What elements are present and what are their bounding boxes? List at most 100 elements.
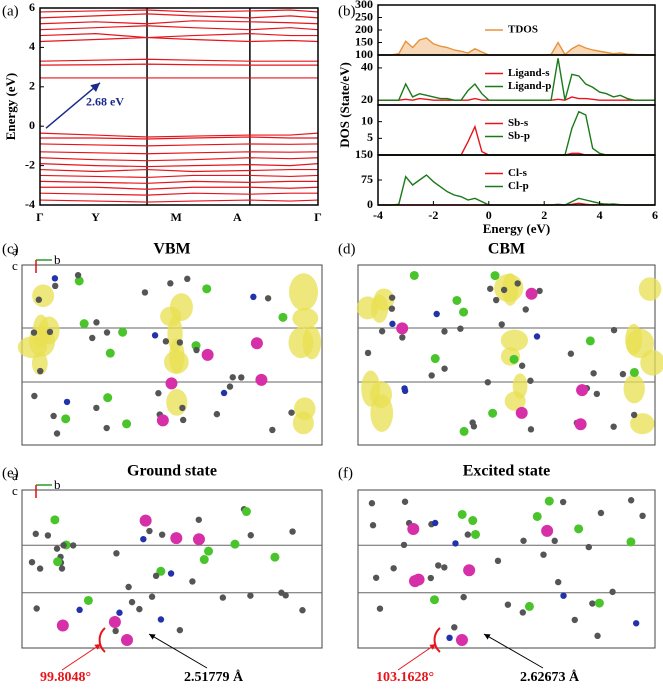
pointer [61, 643, 102, 671]
atom [364, 349, 372, 357]
atom [522, 306, 529, 313]
isosurface [294, 397, 316, 421]
legend-label: Ligand-s [508, 67, 550, 79]
atom [533, 333, 541, 340]
atom [63, 398, 71, 406]
atom [498, 321, 505, 328]
atom [103, 393, 113, 403]
band-line [39, 168, 318, 173]
atom [31, 392, 38, 400]
atom [44, 532, 52, 539]
atom [519, 609, 526, 616]
band-line [39, 33, 318, 39]
atom [459, 307, 469, 317]
atom [401, 385, 408, 392]
sb-atom [455, 634, 468, 646]
atom [409, 270, 419, 280]
atom [116, 609, 123, 616]
cell-box [357, 489, 656, 649]
atom [492, 296, 500, 304]
atom [389, 320, 396, 328]
atom [490, 271, 500, 281]
atom [53, 430, 61, 437]
atom [36, 565, 44, 572]
band-line [39, 163, 319, 168]
isosurface [512, 373, 528, 399]
atom [122, 419, 132, 429]
atom [520, 537, 527, 544]
atom [125, 583, 132, 591]
isosurface [164, 350, 189, 374]
atom [585, 543, 592, 551]
sb-atom [515, 406, 528, 419]
atom [629, 367, 639, 377]
atom [28, 558, 36, 566]
isosurface [623, 374, 645, 404]
atom [610, 423, 617, 430]
atom [76, 606, 83, 614]
atom [204, 546, 214, 556]
atom [278, 312, 288, 322]
atom [179, 404, 186, 412]
atom [457, 325, 464, 332]
band-line [39, 143, 319, 147]
atom [74, 276, 84, 286]
panel-label: (f) [338, 465, 353, 481]
atom [176, 626, 184, 634]
panel-label: (d) [338, 241, 356, 257]
pointer [483, 633, 544, 669]
isosurface [625, 328, 655, 359]
atom [630, 411, 638, 419]
y-tick-label: 100 [355, 47, 373, 61]
sb-atom [108, 615, 121, 628]
y-tick-label: 200 [355, 22, 373, 36]
atom [151, 332, 159, 339]
atom [401, 498, 409, 505]
axis-name: a [12, 243, 18, 258]
atom [157, 616, 165, 623]
atom [184, 275, 191, 283]
y-tick-label: 6 [29, 0, 35, 14]
pointer [397, 643, 437, 671]
atom [524, 601, 534, 611]
sb-atom [156, 414, 169, 427]
atom [230, 539, 240, 549]
atom [148, 593, 156, 600]
atom [372, 574, 380, 581]
atom [30, 329, 38, 336]
isosurface [166, 388, 188, 416]
y-tick-label: -4 [25, 197, 35, 211]
isosurface [31, 352, 48, 375]
annotation: 2.68 eV [86, 94, 124, 108]
atom [494, 557, 502, 565]
band-line [39, 132, 319, 138]
atom [141, 289, 149, 296]
isosurface [502, 273, 519, 306]
atom [441, 365, 448, 372]
atom [527, 377, 534, 384]
dos-line [378, 58, 655, 101]
atom [446, 634, 453, 642]
band-line [39, 9, 319, 13]
pointer [148, 633, 208, 669]
x-tick-label: 6 [652, 208, 658, 222]
axis-name: b [54, 477, 61, 492]
x-tick-label: Y [91, 210, 100, 224]
atom [33, 605, 40, 612]
atom [193, 346, 200, 354]
legend-label: TDOS [508, 24, 538, 36]
atom [560, 592, 567, 599]
atom [639, 512, 646, 520]
atom [460, 593, 467, 601]
atom [128, 598, 136, 606]
atom [226, 383, 234, 390]
atom [571, 616, 578, 624]
bond-label: 2.62673 Å [520, 669, 580, 685]
sb-atom [165, 377, 178, 390]
angle-label: 99.8048° [40, 670, 91, 685]
atom [368, 500, 376, 507]
x-tick-label: -4 [373, 208, 383, 222]
atom [369, 522, 377, 529]
atom [590, 370, 597, 377]
atom [627, 497, 635, 504]
